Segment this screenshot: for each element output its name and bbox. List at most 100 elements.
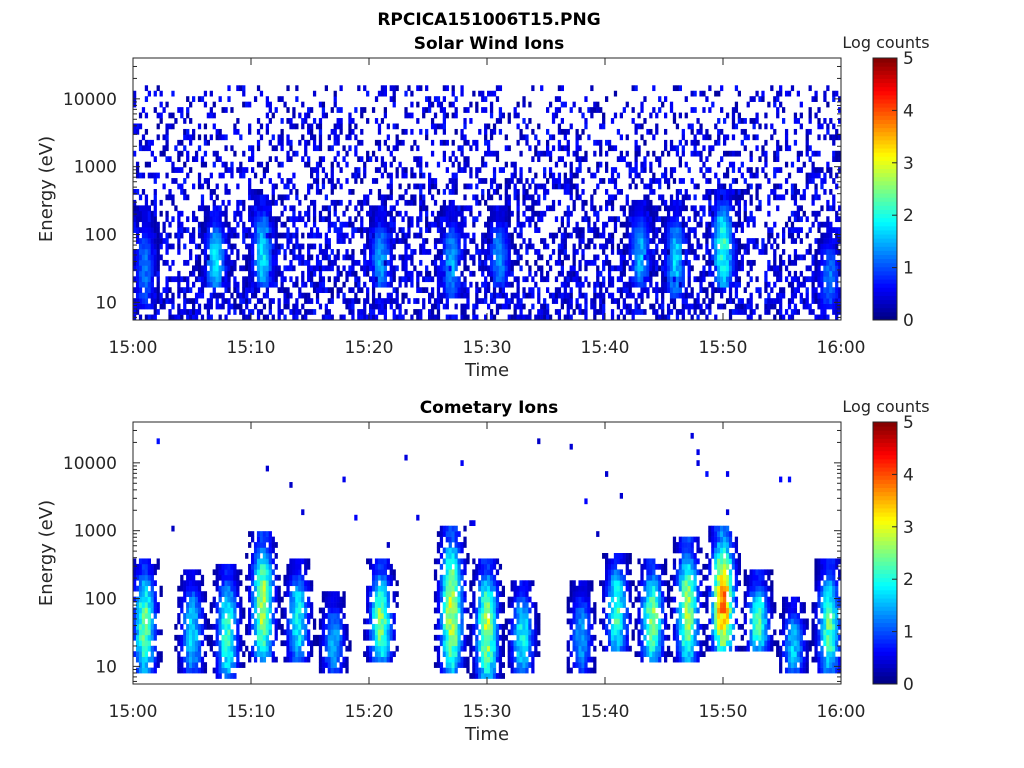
spectrogram-cell xyxy=(832,254,836,261)
spectrogram-cell xyxy=(292,265,296,272)
spectrogram-cell xyxy=(265,221,269,228)
spectrogram-cell xyxy=(655,281,659,288)
spectrogram-cell xyxy=(731,254,736,261)
spectrogram-cell xyxy=(767,210,771,217)
spectrogram-cell xyxy=(218,232,222,239)
spectrogram-cell xyxy=(186,156,190,163)
spectrogram-cell xyxy=(817,107,821,113)
spectrogram-cell xyxy=(519,134,523,141)
spectrogram-cell xyxy=(507,249,511,255)
spectrogram-cell xyxy=(543,314,547,321)
spectrogram-cell xyxy=(628,205,632,212)
spectrogram-cell xyxy=(779,287,783,294)
spectrogram-cell xyxy=(690,128,694,135)
spectrogram-cell xyxy=(389,172,393,179)
spectrogram-cell xyxy=(242,85,246,92)
spectrogram-cell xyxy=(687,249,691,255)
spectrogram-cell xyxy=(725,210,730,217)
spectrogram-cell xyxy=(767,298,771,304)
spectrogram-cell xyxy=(392,270,396,277)
spectrogram-cell xyxy=(832,287,836,294)
spectrogram-cell xyxy=(262,216,267,223)
spectrogram-cell xyxy=(425,161,429,168)
spectrogram-cell xyxy=(832,270,836,277)
spectrogram-cell xyxy=(366,238,370,244)
spectrogram-cell xyxy=(256,210,261,217)
spectrogram-cell xyxy=(430,123,435,130)
spectrogram-cell xyxy=(646,227,650,233)
spectrogram-cell xyxy=(448,156,452,163)
spectrogram-cell xyxy=(442,227,446,233)
spectrogram-cell xyxy=(696,210,700,217)
spectrogram-cell xyxy=(374,232,379,239)
spectrogram-cell xyxy=(209,292,213,299)
spectrogram-cell xyxy=(702,194,706,201)
spectrogram-cell xyxy=(658,238,662,244)
spectrogram-cell xyxy=(339,123,343,130)
spectrogram-cell xyxy=(740,265,744,272)
spectrogram-cell xyxy=(723,183,727,190)
colorbar-segment xyxy=(873,254,897,260)
spectrogram-cell xyxy=(398,314,402,321)
spectrogram-cell xyxy=(144,623,149,630)
spectrogram-cell xyxy=(628,292,632,299)
spectrogram-cell xyxy=(221,232,225,239)
spectrogram-cell xyxy=(445,139,449,146)
spectrogram-cell xyxy=(253,189,258,195)
spectrogram-cell xyxy=(224,161,228,168)
spectrogram-cell xyxy=(345,134,349,141)
spectrogram-cell xyxy=(466,205,470,212)
spectrogram-cell xyxy=(363,249,367,255)
spectrogram-cell xyxy=(230,303,234,310)
spectrogram-cell xyxy=(312,199,317,206)
spectrogram-cell xyxy=(767,303,771,310)
spectrogram-cell xyxy=(150,150,154,157)
spectrogram-cell xyxy=(377,281,382,288)
spectrogram-cell xyxy=(734,254,739,261)
spectrogram-cell xyxy=(141,249,146,255)
spectrogram-cell xyxy=(315,287,320,294)
spectrogram-cell xyxy=(658,96,662,102)
spectrogram-cell xyxy=(392,314,396,321)
spectrogram-cell xyxy=(209,243,213,250)
spectrogram-cell xyxy=(779,309,783,315)
spectrogram-cell xyxy=(829,221,833,228)
spectrogram-cell xyxy=(430,118,435,124)
spectrogram-cell xyxy=(138,651,143,658)
spectrogram-cell xyxy=(233,265,237,272)
spectrogram-cell xyxy=(537,287,541,294)
spectrogram-cell xyxy=(578,145,582,152)
spectrogram-cell xyxy=(776,139,780,146)
spectrogram-cell xyxy=(489,314,494,321)
spectrogram-cell xyxy=(307,216,311,223)
spectrogram-cell xyxy=(687,243,691,250)
spectrogram-cell xyxy=(817,292,821,299)
spectrogram-cell xyxy=(826,232,830,239)
spectrogram-cell xyxy=(271,194,275,201)
spectrogram-cell xyxy=(156,281,160,288)
spectrogram-cell xyxy=(168,123,172,130)
spectrogram-cell xyxy=(484,107,488,113)
spectrogram-cell xyxy=(790,259,795,266)
spectrogram-cell xyxy=(498,270,503,277)
spectrogram-cell xyxy=(516,199,520,206)
colorbar-segment xyxy=(873,135,897,141)
spectrogram-cell xyxy=(463,254,467,261)
spectrogram-cell xyxy=(835,232,839,239)
spectrogram-cell xyxy=(637,172,641,179)
spectrogram-cell xyxy=(283,205,287,212)
spectrogram-cell xyxy=(814,167,818,173)
spectrogram-cell xyxy=(784,161,789,168)
spectrogram-cell xyxy=(144,210,149,217)
spectrogram-cell xyxy=(643,167,647,173)
spectrogram-cell xyxy=(723,194,727,201)
spectrogram-cell xyxy=(183,298,187,304)
spectrogram-cell xyxy=(259,210,264,217)
colorbar-segment xyxy=(873,156,897,161)
spectrogram-cell xyxy=(274,265,278,272)
spectrogram-cell xyxy=(177,634,181,641)
spectrogram-cell xyxy=(307,243,311,250)
spectrogram-cell xyxy=(436,96,441,102)
spectrogram-cell xyxy=(439,107,444,113)
spectrogram-cell xyxy=(796,167,800,173)
